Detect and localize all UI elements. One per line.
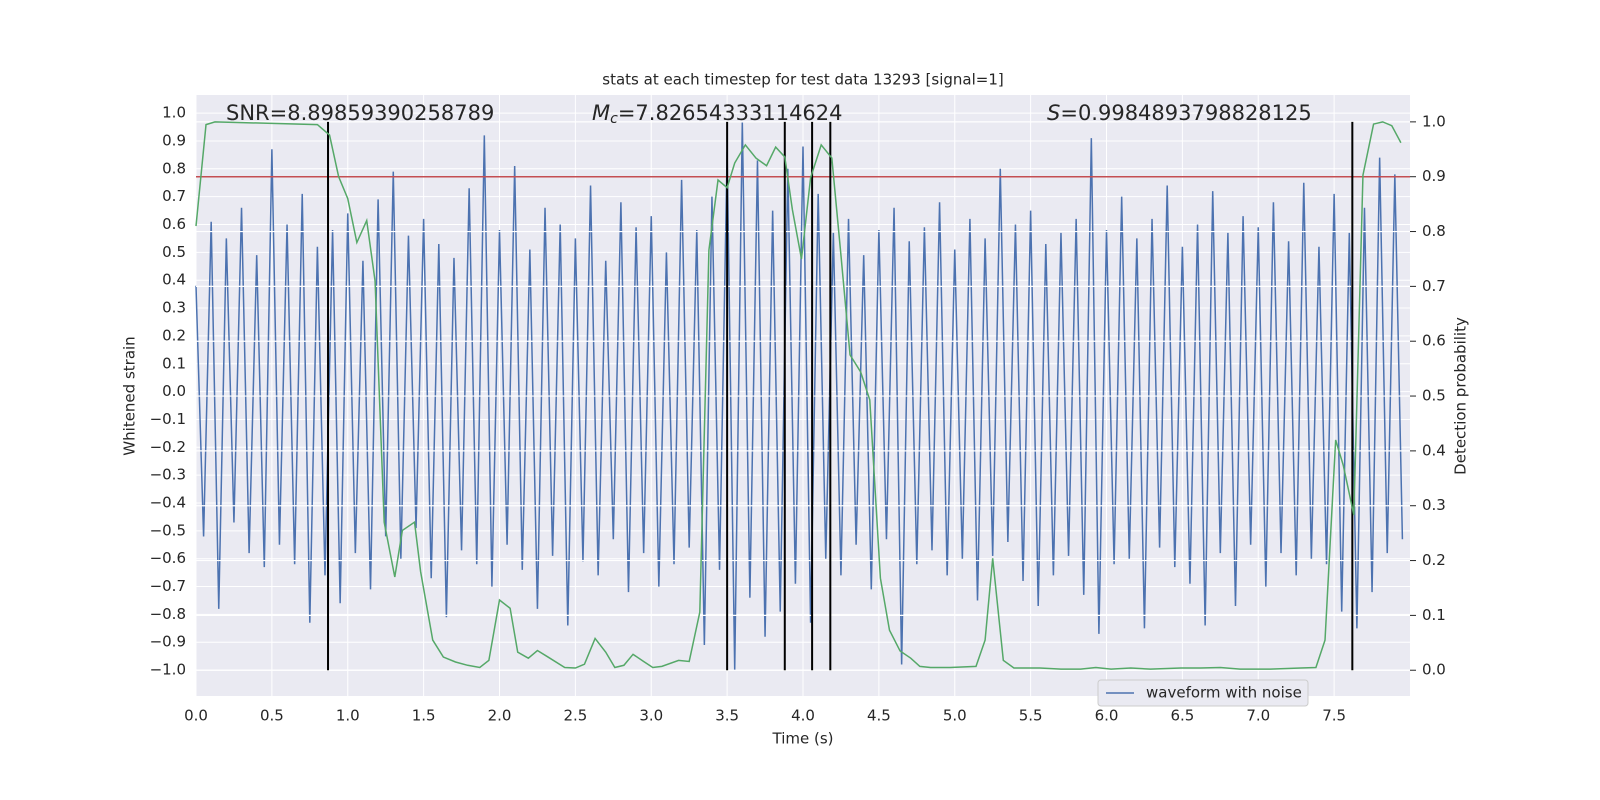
y-tick-label: 0.5 bbox=[162, 243, 186, 261]
x-tick-label: 0.5 bbox=[260, 707, 284, 725]
x-tick-label: 6.0 bbox=[1095, 707, 1119, 725]
y-tick-label: −0.7 bbox=[150, 577, 186, 595]
y2-tick-label: 0.6 bbox=[1422, 332, 1446, 350]
annotation: SNR=8.89859390258789 bbox=[226, 101, 494, 125]
y-tick-label: −0.3 bbox=[150, 466, 186, 484]
y2-tick-label: 0.7 bbox=[1422, 277, 1446, 295]
y-tick-label: 0.7 bbox=[162, 187, 186, 205]
y2-tick-label: 0.9 bbox=[1422, 167, 1446, 185]
y-tick-label: −0.5 bbox=[150, 521, 186, 539]
y2-tick-label: 0.1 bbox=[1422, 606, 1446, 624]
y-tick-label: 0.2 bbox=[162, 326, 186, 344]
legend: waveform with noise bbox=[1097, 679, 1309, 707]
y-tick-label: −0.6 bbox=[150, 549, 186, 567]
x-axis-label: Time (s) bbox=[772, 730, 834, 748]
annotation: Mc=7.82654333114624 bbox=[592, 101, 843, 127]
annotation-symbol: S bbox=[1047, 101, 1060, 125]
y2-tick-label: 0.0 bbox=[1422, 661, 1446, 679]
y-tick-label: −0.2 bbox=[150, 438, 186, 456]
annotation-subscript: c bbox=[610, 111, 618, 127]
y-axis-label: Whitened strain bbox=[121, 336, 139, 455]
y2-tick-label: 0.2 bbox=[1422, 551, 1446, 569]
y-tick-label: 0.0 bbox=[162, 382, 186, 400]
y-tick-label: 0.9 bbox=[162, 131, 186, 149]
x-tick-label: 1.5 bbox=[412, 707, 436, 725]
y-tick-label: 1.0 bbox=[162, 104, 186, 122]
y-tick-label: 0.4 bbox=[162, 271, 186, 289]
x-tick-label: 5.5 bbox=[1019, 707, 1043, 725]
y-tick-label: 0.1 bbox=[162, 354, 186, 372]
x-tick-label: 6.5 bbox=[1170, 707, 1194, 725]
x-tick-label: 3.0 bbox=[639, 707, 663, 725]
chart-title: stats at each timestep for test data 132… bbox=[602, 71, 1003, 89]
x-tick-label: 4.0 bbox=[791, 707, 815, 725]
x-tick-label: 7.5 bbox=[1322, 707, 1346, 725]
y2-tick-label: 0.4 bbox=[1422, 441, 1446, 459]
annotation-text: =7.82654333114624 bbox=[618, 101, 843, 125]
y2-tick-label: 0.3 bbox=[1422, 496, 1446, 514]
y-tick-label: −0.1 bbox=[150, 410, 186, 428]
y2-tick-label: 1.0 bbox=[1422, 112, 1446, 130]
y-tick-label: 0.8 bbox=[162, 159, 186, 177]
data-line bbox=[195, 121, 1404, 671]
x-tick-label: 2.0 bbox=[488, 707, 512, 725]
y2-tick-label: 0.5 bbox=[1422, 387, 1446, 405]
x-tick-label: 4.5 bbox=[867, 707, 891, 725]
y-tick-label: −0.9 bbox=[150, 633, 186, 651]
legend-box bbox=[1097, 679, 1309, 707]
y-tick-label: −0.8 bbox=[150, 605, 186, 623]
annotation-text: SNR=8.89859390258789 bbox=[226, 101, 494, 125]
x-tick-label: 7.0 bbox=[1246, 707, 1270, 725]
annotation: S=0.9984893798828125 bbox=[1047, 101, 1312, 125]
data-line bbox=[195, 121, 1402, 670]
x-tick-label: 2.5 bbox=[563, 707, 587, 725]
x-tick-label: 5.0 bbox=[943, 707, 967, 725]
y2-axis-label: Detection probability bbox=[1452, 317, 1470, 475]
y-tick-label: 0.3 bbox=[162, 299, 186, 317]
y-tick-label: −1.0 bbox=[150, 661, 186, 679]
y-tick-label: 0.6 bbox=[162, 215, 186, 233]
legend-label: waveform with noise bbox=[1146, 684, 1302, 702]
y2-tick-label: 0.8 bbox=[1422, 222, 1446, 240]
x-tick-label: 1.0 bbox=[336, 707, 360, 725]
x-tick-label: 3.5 bbox=[715, 707, 739, 725]
annotation-text: =0.9984893798828125 bbox=[1060, 101, 1311, 125]
x-tick-label: 0.0 bbox=[184, 707, 208, 725]
annotation-symbol: M bbox=[592, 101, 610, 125]
y-tick-label: −0.4 bbox=[150, 494, 186, 512]
